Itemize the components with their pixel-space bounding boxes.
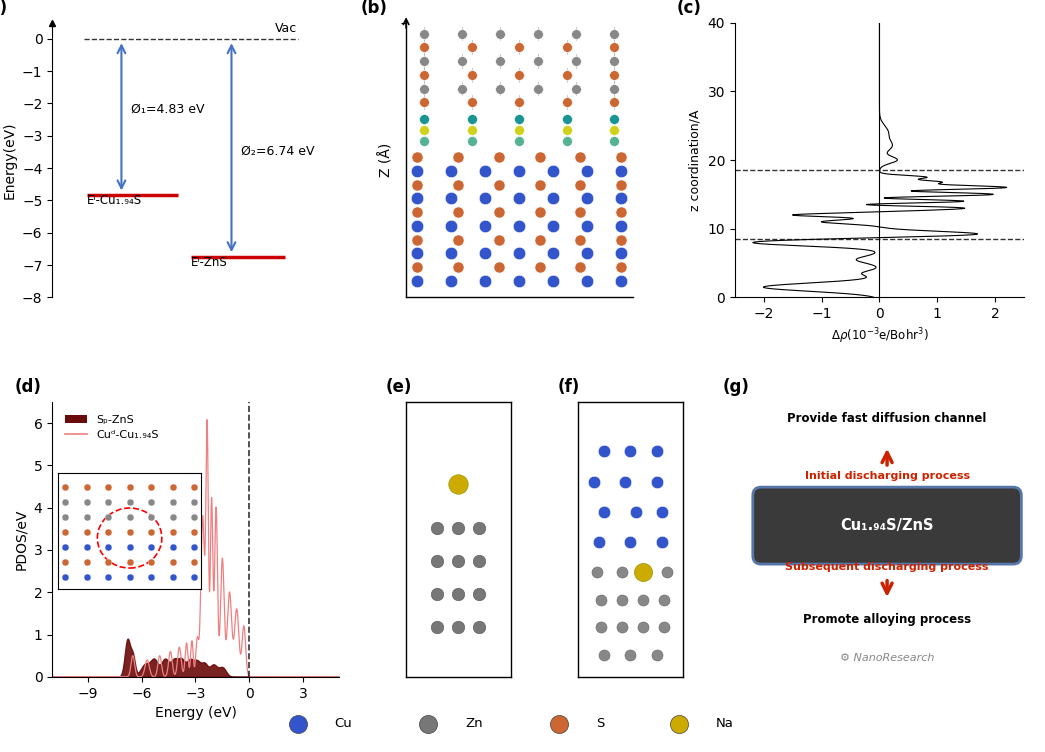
Text: Ø₁=4.83 eV: Ø₁=4.83 eV: [131, 103, 205, 116]
Text: Cu₁.₉₄S/ZnS: Cu₁.₉₄S/ZnS: [840, 518, 934, 533]
Text: (d): (d): [15, 378, 42, 396]
Text: Ø₂=6.74 eV: Ø₂=6.74 eV: [241, 145, 315, 158]
Text: Provide fast diffusion channel: Provide fast diffusion channel: [787, 412, 986, 425]
Y-axis label: Energy(eV): Energy(eV): [2, 121, 17, 199]
Text: Cu: Cu: [334, 717, 352, 730]
Cuᵈ-Cu₁.₉₄S: [327, 672, 340, 681]
Text: Subsequent discharging process: Subsequent discharging process: [786, 562, 989, 572]
Text: (e): (e): [386, 378, 412, 396]
Text: Zn: Zn: [465, 717, 483, 730]
Text: (b): (b): [361, 0, 388, 17]
Text: ⚙ NanoResearch: ⚙ NanoResearch: [840, 653, 934, 663]
Cuᵈ-Cu₁.₉₄S: [201, 415, 213, 424]
Cuᵈ-Cu₁.₉₄S: [168, 670, 181, 679]
Cuᵈ-Cu₁.₉₄S: [332, 672, 345, 681]
Y-axis label: z coordination/A: z coordination/A: [689, 109, 702, 211]
X-axis label: $\Delta\rho(10^{-3}$e/Bohr$^3)$: $\Delta\rho(10^{-3}$e/Bohr$^3)$: [831, 326, 928, 347]
Text: (g): (g): [723, 378, 749, 396]
Y-axis label: PDOS/eV: PDOS/eV: [14, 508, 28, 570]
Text: Vac: Vac: [275, 22, 298, 35]
Text: (a): (a): [0, 0, 8, 17]
Text: (f): (f): [557, 378, 579, 396]
Text: Na: Na: [716, 717, 734, 730]
Cuᵈ-Cu₁.₉₄S: [156, 664, 168, 673]
Cuᵈ-Cu₁.₉₄S: [296, 672, 308, 681]
Text: Eⁱ-ZnS: Eⁱ-ZnS: [190, 256, 228, 268]
Y-axis label: Z (Å): Z (Å): [379, 143, 394, 177]
X-axis label: Energy (eV): Energy (eV): [155, 706, 236, 720]
Text: Eⁱ-Cu₁.₉₄S: Eⁱ-Cu₁.₉₄S: [87, 194, 142, 207]
Text: S: S: [596, 717, 604, 730]
Line: Cuᵈ-Cu₁.₉₄S: Cuᵈ-Cu₁.₉₄S: [52, 420, 339, 677]
Cuᵈ-Cu₁.₉₄S: [78, 672, 91, 681]
Text: Initial discharging process: Initial discharging process: [805, 472, 970, 481]
Cuᵈ-Cu₁.₉₄S: [46, 672, 59, 681]
Cuᵈ-Cu₁.₉₄S: [96, 672, 109, 681]
Text: Promote alloying process: Promote alloying process: [803, 613, 971, 626]
Text: (c): (c): [677, 0, 702, 17]
Legend: Sₚ-ZnS, Cuᵈ-Cu₁.₉₄S: Sₚ-ZnS, Cuᵈ-Cu₁.₉₄S: [61, 410, 163, 444]
FancyBboxPatch shape: [752, 487, 1021, 564]
